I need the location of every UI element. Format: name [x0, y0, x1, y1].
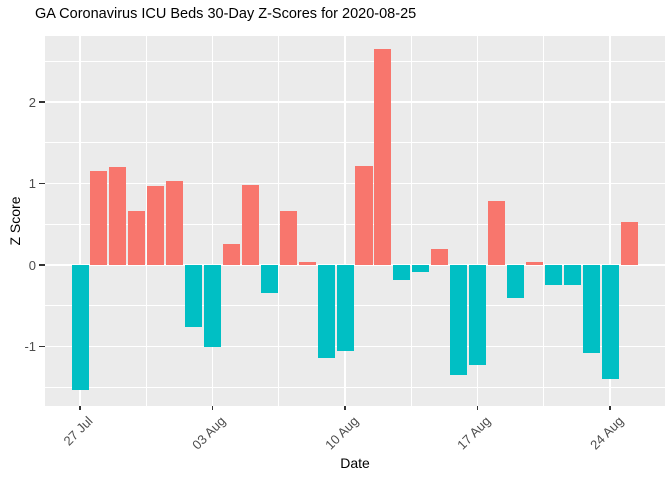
bar-2020-08-10 [336, 265, 354, 351]
x-axis-tick-label: 10 Aug [321, 413, 361, 453]
y-axis-tick-label: -1 [24, 339, 36, 354]
y-axis-tick-mark [39, 182, 45, 185]
x-axis-tick-mark [211, 406, 214, 410]
bar-2020-08-16 [450, 265, 468, 376]
bar-2020-08-11 [355, 166, 373, 265]
gridline-horizontal-minor [45, 305, 665, 307]
bar-2020-07-30 [128, 211, 146, 265]
bar-2020-07-29 [109, 167, 127, 265]
x-axis-tick-label: 27 Jul [60, 413, 96, 449]
y-axis-tick-label: 1 [28, 176, 36, 191]
gridline-vertical-minor [543, 36, 545, 406]
gridline-vertical-minor [410, 36, 412, 406]
x-axis-tick-label: 03 Aug [189, 413, 229, 453]
bar-2020-08-25 [620, 221, 638, 265]
bar-2020-07-28 [90, 171, 108, 265]
bar-2020-08-18 [487, 200, 506, 265]
bar-2020-08-06 [260, 265, 278, 293]
bar-2020-08-09 [317, 265, 335, 358]
gridline-horizontal-major [45, 101, 665, 103]
chart-title: GA Coronavirus ICU Beds 30-Day Z-Scores … [35, 6, 417, 22]
y-axis-label: Z Score [7, 196, 23, 246]
y-axis-tick-mark [39, 345, 45, 348]
plot-panel [45, 36, 665, 406]
gridline-vertical-major [211, 36, 214, 406]
bar-2020-08-24 [601, 265, 619, 380]
bar-2020-08-07 [279, 211, 297, 265]
y-axis-tick-label: 2 [28, 94, 36, 110]
bar-2020-08-14 [412, 265, 430, 272]
bar-2020-07-31 [147, 185, 165, 265]
bar-2020-08-22 [563, 265, 581, 285]
bar-2020-08-15 [431, 248, 449, 265]
gridline-vertical-major [609, 36, 611, 406]
bar-2020-08-02 [185, 265, 203, 327]
gridline-vertical-major [476, 36, 479, 406]
bar-2020-08-19 [506, 265, 524, 298]
x-axis-tick-mark [609, 406, 611, 410]
gridline-vertical-major [344, 36, 346, 406]
bar-2020-08-17 [469, 265, 487, 366]
gridline-horizontal-major [45, 264, 665, 266]
bar-2020-08-21 [544, 265, 562, 285]
bar-2020-08-01 [166, 181, 184, 265]
x-axis-label: Date [340, 455, 370, 471]
bar-2020-08-08 [298, 261, 316, 265]
bar-2020-07-27 [71, 265, 89, 390]
y-axis-tick-mark [39, 264, 45, 266]
x-axis-tick-mark [344, 406, 346, 410]
bar-2020-08-12 [374, 49, 392, 265]
bar-2020-08-05 [241, 185, 259, 265]
gridline-vertical-major [79, 36, 81, 406]
gridline-horizontal-major [45, 182, 665, 185]
bar-2020-08-03 [204, 265, 222, 348]
y-axis-tick-mark [39, 101, 45, 103]
gridline-horizontal-minor [45, 386, 665, 388]
bar-2020-08-04 [222, 243, 240, 265]
x-axis-tick-mark [79, 406, 81, 410]
gridline-vertical-minor [145, 36, 147, 406]
x-axis-tick-mark [476, 406, 479, 410]
bar-2020-08-20 [525, 261, 543, 265]
gridline-vertical-minor [278, 36, 280, 406]
gridline-horizontal-minor [45, 223, 665, 225]
x-axis-tick-label: 17 Aug [454, 413, 494, 453]
gridline-horizontal-major [45, 345, 665, 348]
bar-2020-08-13 [393, 265, 411, 280]
bar-2020-08-23 [582, 265, 600, 354]
x-axis-tick-label: 24 Aug [586, 413, 627, 453]
gridline-horizontal-minor [45, 60, 665, 62]
y-axis-tick-label: 0 [28, 257, 36, 273]
gridline-horizontal-minor [45, 142, 665, 144]
